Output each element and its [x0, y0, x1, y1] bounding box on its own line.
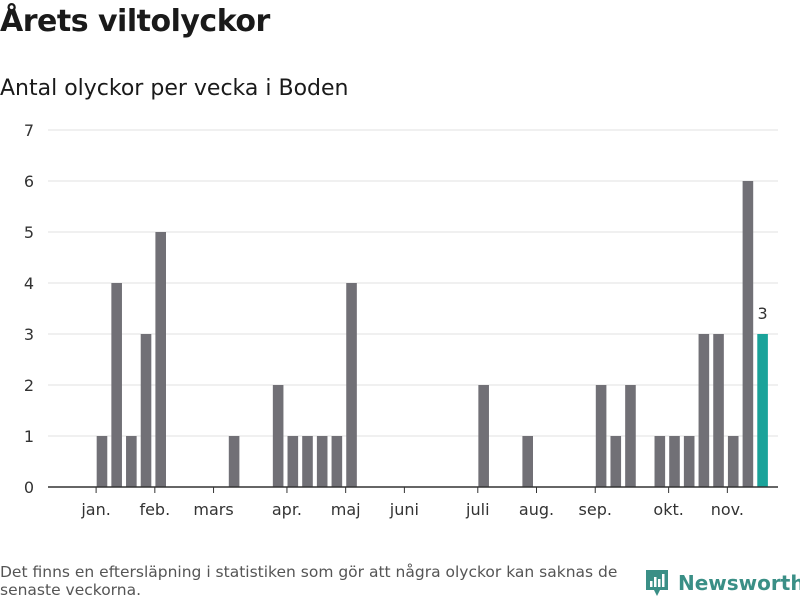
- y-tick-label: 2: [24, 376, 34, 395]
- x-tick-label: apr.: [272, 500, 302, 519]
- brand-name: Newsworthy: [678, 571, 800, 595]
- bar: [228, 436, 240, 487]
- bar: [140, 334, 152, 487]
- bar: [742, 181, 754, 487]
- bar: [96, 436, 108, 487]
- bar: [610, 436, 622, 487]
- x-tick-label: juli: [465, 500, 489, 519]
- chart-subtitle: Antal olyckor per vecka i Boden: [0, 76, 349, 101]
- y-tick-label: 5: [24, 223, 34, 242]
- bar: [669, 436, 680, 487]
- bar: [727, 436, 739, 487]
- y-tick-label: 7: [24, 121, 34, 140]
- x-tick-label: juni: [389, 500, 419, 519]
- y-tick-label: 6: [24, 172, 34, 191]
- x-tick-label: feb.: [139, 500, 170, 519]
- bar: [126, 436, 137, 487]
- y-tick-label: 4: [24, 274, 34, 293]
- bar: [346, 283, 357, 487]
- y-tick-label: 1: [24, 427, 34, 446]
- y-tick-label: 0: [24, 478, 34, 497]
- bar: [302, 436, 313, 487]
- x-tick-label: sep.: [579, 500, 612, 519]
- x-tick-label: aug.: [519, 500, 554, 519]
- data-label: 3: [757, 304, 767, 323]
- y-tick-label: 3: [24, 325, 34, 344]
- bar: [478, 385, 489, 487]
- bar: [155, 232, 166, 487]
- bar: [654, 436, 666, 487]
- bar: [111, 283, 122, 487]
- bar: [683, 436, 695, 487]
- x-tick-label: mars: [193, 500, 233, 519]
- bar: [698, 334, 710, 487]
- chart-title: Årets viltolyckor: [0, 4, 270, 39]
- x-tick-label: okt.: [653, 500, 683, 519]
- bar: [625, 385, 636, 487]
- bar-highlight: [757, 334, 768, 487]
- x-tick-label: nov.: [711, 500, 744, 519]
- bar: [331, 436, 343, 487]
- newsworthy-logo-icon: [646, 570, 668, 596]
- bar: [287, 436, 299, 487]
- bar: [272, 385, 284, 487]
- bar: [316, 436, 328, 487]
- x-tick-label: maj: [331, 500, 361, 519]
- footnote: Det finns en eftersläpning i statistiken…: [0, 563, 618, 599]
- brand-logo[interactable]: Newsworthy: [644, 568, 800, 598]
- bar: [522, 436, 533, 487]
- bar: [713, 334, 724, 487]
- bar: [595, 385, 607, 487]
- x-tick-label: jan.: [80, 500, 110, 519]
